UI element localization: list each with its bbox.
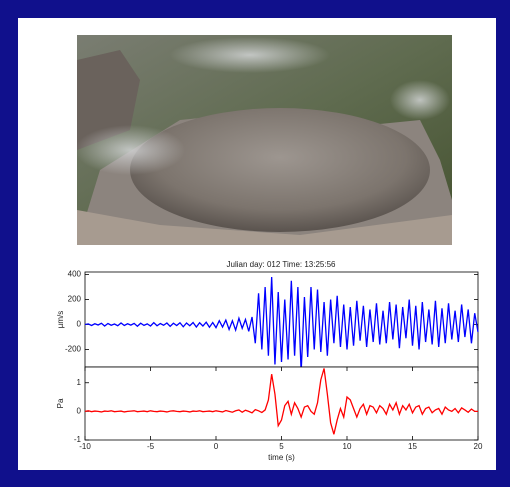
x-tick-label: -5 [147, 442, 155, 451]
plot-title: Julian day: 012 Time: 13:25:56 [227, 260, 337, 269]
x-axis-label: time (s) [268, 453, 295, 462]
y-tick-label: 1 [77, 378, 82, 387]
y-tick-label: -200 [65, 345, 82, 354]
axes-frame [85, 367, 478, 440]
y-tick-label: 200 [68, 295, 82, 304]
x-tick-label: 0 [214, 442, 219, 451]
y-tick-label: 0 [77, 320, 82, 329]
x-tick-label: 5 [279, 442, 284, 451]
x-tick-label: -10 [79, 442, 91, 451]
y-tick-label: 0 [77, 406, 82, 415]
volcano-photo [75, 35, 452, 245]
x-tick-label: 10 [343, 442, 352, 451]
x-tick-label: 20 [474, 442, 483, 451]
y-axis-label: Pa [56, 398, 65, 408]
y-tick-label: 400 [68, 270, 82, 279]
slide: Julian day: 012 Time: 13:25:56 -20002004… [0, 0, 510, 487]
x-tick-label: 15 [408, 442, 417, 451]
y-axis-label: µm/s [56, 311, 65, 329]
